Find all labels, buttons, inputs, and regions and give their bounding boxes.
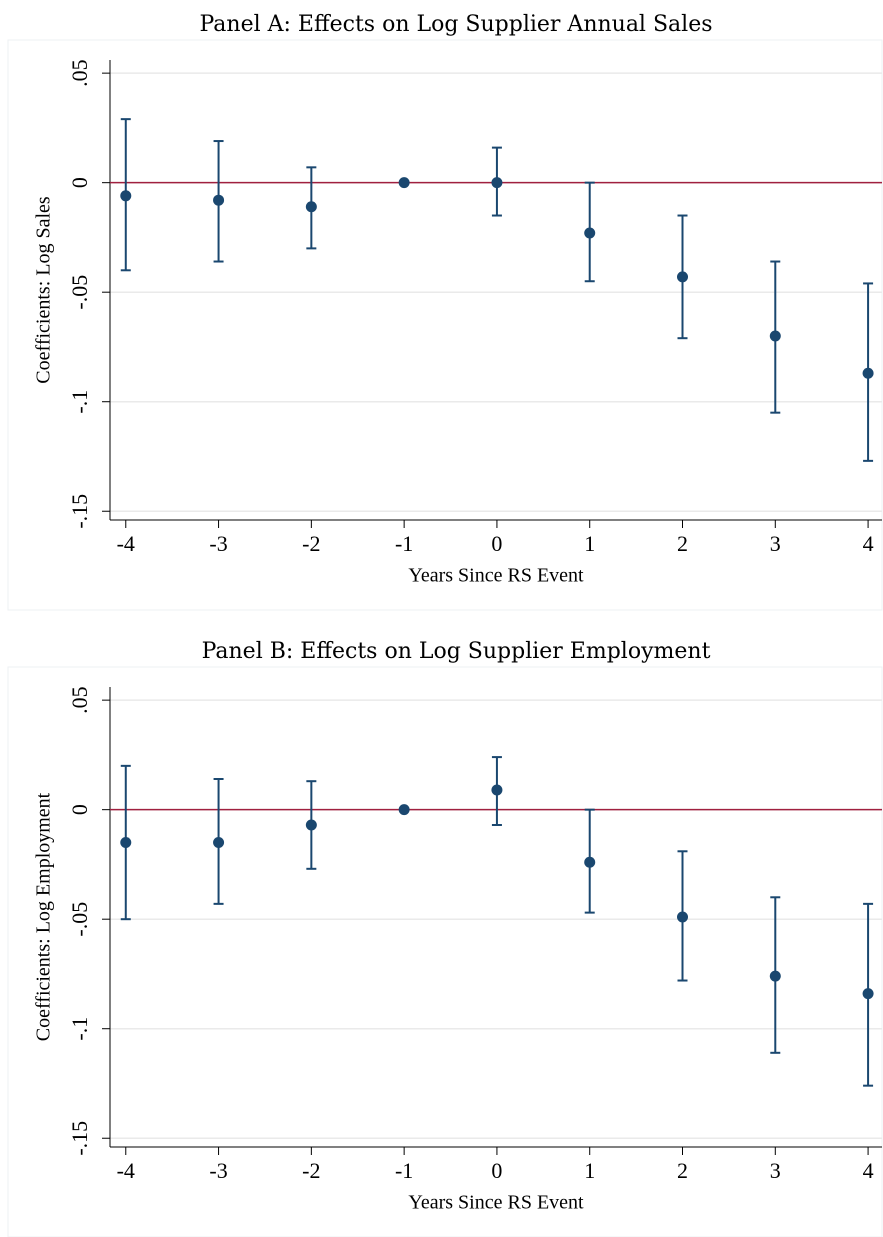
x-tick-label: -4 [117, 531, 135, 556]
point [677, 911, 689, 923]
x-tick-label: -4 [117, 1158, 135, 1183]
chart-title: Panel B: Effects on Log Supplier Employm… [202, 639, 711, 664]
y-tick-label: -.15 [67, 494, 92, 529]
x-tick-label: 4 [863, 1158, 874, 1183]
y-tick-label: .05 [67, 686, 92, 714]
x-tick-label: 3 [770, 531, 781, 556]
point [213, 837, 225, 849]
point [491, 177, 503, 189]
x-tick-label: -3 [209, 1158, 227, 1183]
panel-border [7, 666, 883, 1237]
point [584, 856, 596, 868]
y-tick-label: .05 [67, 59, 92, 87]
x-tick-label: -1 [395, 531, 413, 556]
y-tick-label: -.05 [67, 902, 92, 937]
point [213, 194, 225, 206]
x-axis-label: Years Since RS Event [408, 565, 584, 587]
x-tick-label: 4 [863, 531, 874, 556]
point [305, 819, 317, 831]
point [120, 837, 132, 849]
x-axis-label: Years Since RS Event [408, 1192, 584, 1214]
x-tick-label: 2 [677, 531, 688, 556]
point [305, 201, 317, 213]
x-tick-label: 1 [584, 531, 595, 556]
panel-border [7, 39, 883, 611]
point [862, 988, 874, 1000]
point [677, 271, 689, 283]
x-tick-label: -3 [209, 531, 227, 556]
x-tick-label: 1 [584, 1158, 595, 1183]
x-tick-label: -1 [395, 1158, 413, 1183]
point [491, 784, 503, 796]
x-tick-label: -2 [302, 1158, 320, 1183]
point [769, 330, 781, 342]
chart-title: Panel A: Effects on Log Supplier Annual … [199, 12, 712, 37]
x-tick-label: -2 [302, 531, 320, 556]
y-axis-label: Coefficients: Log Employment [33, 792, 55, 1041]
point [120, 190, 132, 202]
x-tick-label: 2 [677, 1158, 688, 1183]
y-tick-label: -.1 [67, 390, 92, 414]
y-tick-label: 0 [67, 177, 92, 188]
point [862, 367, 874, 379]
x-tick-label: 0 [491, 531, 502, 556]
y-tick-label: 0 [67, 804, 92, 815]
x-tick-label: 3 [770, 1158, 781, 1183]
point [398, 804, 410, 816]
y-tick-label: -.05 [67, 275, 92, 310]
point [398, 177, 410, 189]
y-tick-label: -.15 [67, 1121, 92, 1156]
y-axis-label: Coefficients: Log Sales [33, 196, 55, 384]
point [584, 227, 596, 239]
point [769, 970, 781, 982]
y-tick-label: -.1 [67, 1017, 92, 1041]
x-tick-label: 0 [491, 1158, 502, 1183]
